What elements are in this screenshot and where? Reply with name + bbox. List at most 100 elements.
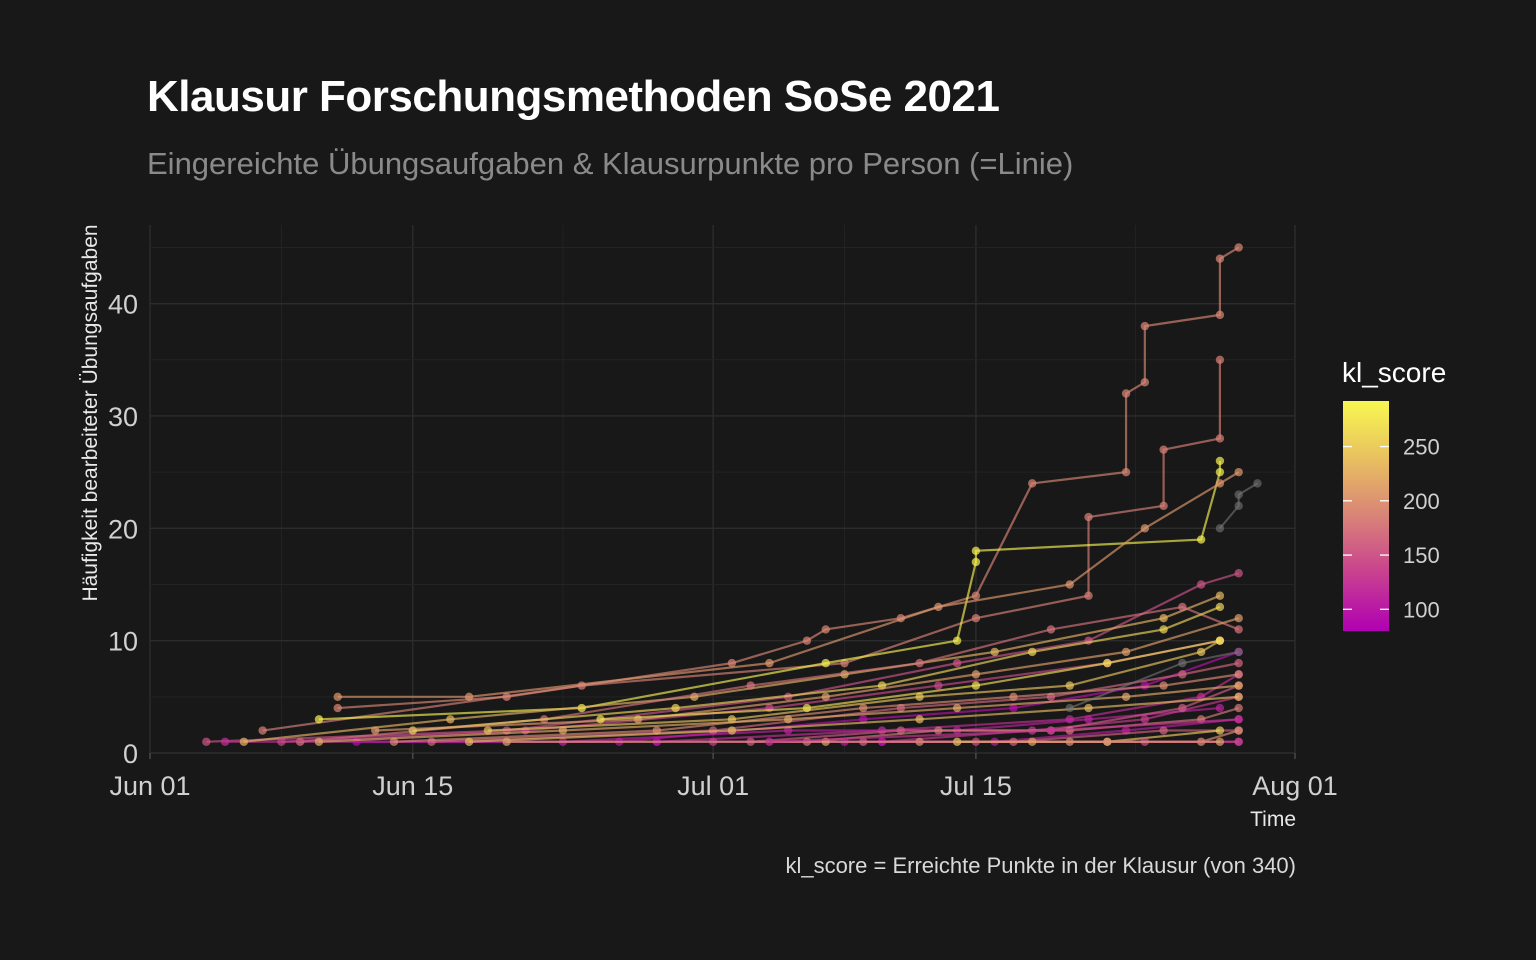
data-point	[1215, 467, 1225, 477]
colorbar-label: 200	[1403, 489, 1440, 514]
series-line	[375, 617, 1240, 732]
data-point	[1234, 715, 1243, 724]
data-point	[1215, 456, 1225, 466]
data-point	[464, 737, 474, 746]
data-point	[596, 715, 605, 724]
data-point	[1065, 580, 1074, 589]
data-point	[277, 737, 286, 746]
data-point	[1121, 647, 1131, 657]
y-tick-label: 0	[123, 739, 138, 769]
na-data-point	[1234, 490, 1243, 499]
data-point	[859, 703, 868, 713]
na-data-point	[1234, 647, 1243, 657]
data-point	[1215, 479, 1225, 488]
chart-subtitle: Eingereichte Übungsaufgaben & Klausurpun…	[147, 146, 1074, 181]
data-point	[1046, 726, 1056, 735]
series-line	[318, 460, 1222, 721]
y-tick-label: 40	[108, 290, 138, 320]
data-point	[971, 557, 981, 567]
data-point	[1234, 737, 1243, 746]
na-series-line	[1219, 482, 1258, 529]
data-point	[1159, 445, 1168, 454]
data-point	[1234, 467, 1243, 477]
y-tick-label: 10	[108, 627, 138, 657]
series-line	[393, 673, 1239, 743]
data-point	[1046, 625, 1056, 634]
y-tick-label: 30	[108, 402, 138, 432]
data-point	[464, 692, 474, 702]
data-point	[1234, 692, 1243, 702]
data-point	[1140, 321, 1150, 331]
data-point	[408, 726, 417, 735]
data-point	[1121, 692, 1131, 702]
x-tick-label: Aug 01	[1252, 771, 1338, 801]
data-point	[1234, 613, 1243, 623]
data-point	[1196, 535, 1206, 544]
data-point	[1234, 670, 1243, 679]
data-point	[971, 613, 981, 623]
na-data-point	[1234, 501, 1243, 511]
data-point	[1009, 703, 1018, 713]
colorbar-label: 250	[1403, 435, 1440, 460]
series-line	[337, 471, 1240, 698]
data-point	[783, 715, 793, 724]
data-point	[258, 726, 267, 735]
data-point	[1103, 658, 1112, 668]
data-point	[1084, 591, 1093, 600]
data-point	[1159, 726, 1168, 735]
data-point	[427, 737, 436, 746]
y-axis-title: Häufigkeit bearbeiteter Übungsaufgaben	[79, 224, 102, 601]
data-point	[1215, 434, 1225, 443]
data-point	[483, 726, 493, 735]
x-tick-label: Jul 01	[677, 771, 749, 801]
data-point	[1028, 647, 1037, 657]
data-point	[1140, 378, 1150, 387]
y-tick-label: 20	[108, 514, 138, 544]
data-point	[934, 726, 943, 735]
data-point	[934, 602, 943, 612]
data-point	[765, 737, 774, 746]
data-point	[1196, 580, 1206, 589]
data-point	[371, 726, 380, 735]
data-point	[746, 681, 755, 690]
series-line	[262, 359, 1222, 732]
data-point	[990, 647, 999, 657]
data-point	[446, 715, 455, 724]
data-point	[1140, 524, 1150, 533]
data-point	[1178, 602, 1187, 612]
data-point	[1121, 467, 1131, 477]
data-point	[971, 591, 981, 600]
data-point	[1215, 737, 1225, 746]
data-point	[1234, 625, 1243, 634]
data-point	[239, 737, 249, 746]
series-line	[318, 684, 1239, 743]
chart-caption: kl_score = Erreichte Punkte in der Klaus…	[785, 853, 1296, 878]
data-point	[220, 737, 230, 746]
data-point	[915, 715, 924, 724]
data-point	[1215, 254, 1225, 263]
data-point	[952, 658, 962, 668]
data-point	[915, 658, 924, 668]
na-data-point	[1253, 479, 1262, 488]
data-point	[1140, 681, 1150, 690]
data-point	[1178, 670, 1187, 679]
data-point	[314, 715, 324, 724]
data-point	[765, 658, 774, 668]
data-point	[1121, 389, 1131, 398]
x-tick-label: Jun 01	[109, 771, 190, 801]
data-point	[1159, 501, 1168, 511]
data-point	[1140, 715, 1150, 724]
data-point	[1196, 647, 1206, 657]
series-layer	[202, 243, 1262, 746]
data-point	[333, 692, 342, 702]
data-point	[1159, 625, 1168, 634]
data-point	[1215, 703, 1225, 713]
data-point	[1084, 512, 1093, 522]
colorbar-label: 150	[1403, 543, 1440, 568]
data-point	[314, 737, 324, 746]
data-point	[1028, 479, 1037, 488]
chart-title: Klausur Forschungsmethoden SoSe 2021	[147, 72, 1000, 121]
data-point	[971, 670, 981, 679]
data-point	[821, 625, 830, 634]
